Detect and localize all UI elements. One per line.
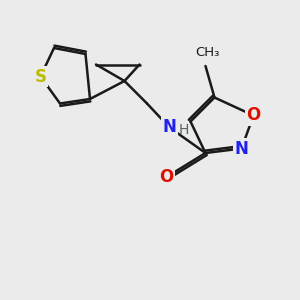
Text: S: S: [34, 68, 46, 85]
Text: N: N: [163, 118, 176, 136]
Text: N: N: [235, 140, 248, 158]
Text: O: O: [246, 106, 261, 124]
Text: O: O: [159, 168, 174, 186]
Text: CH₃: CH₃: [195, 46, 219, 59]
Text: H: H: [179, 123, 189, 137]
